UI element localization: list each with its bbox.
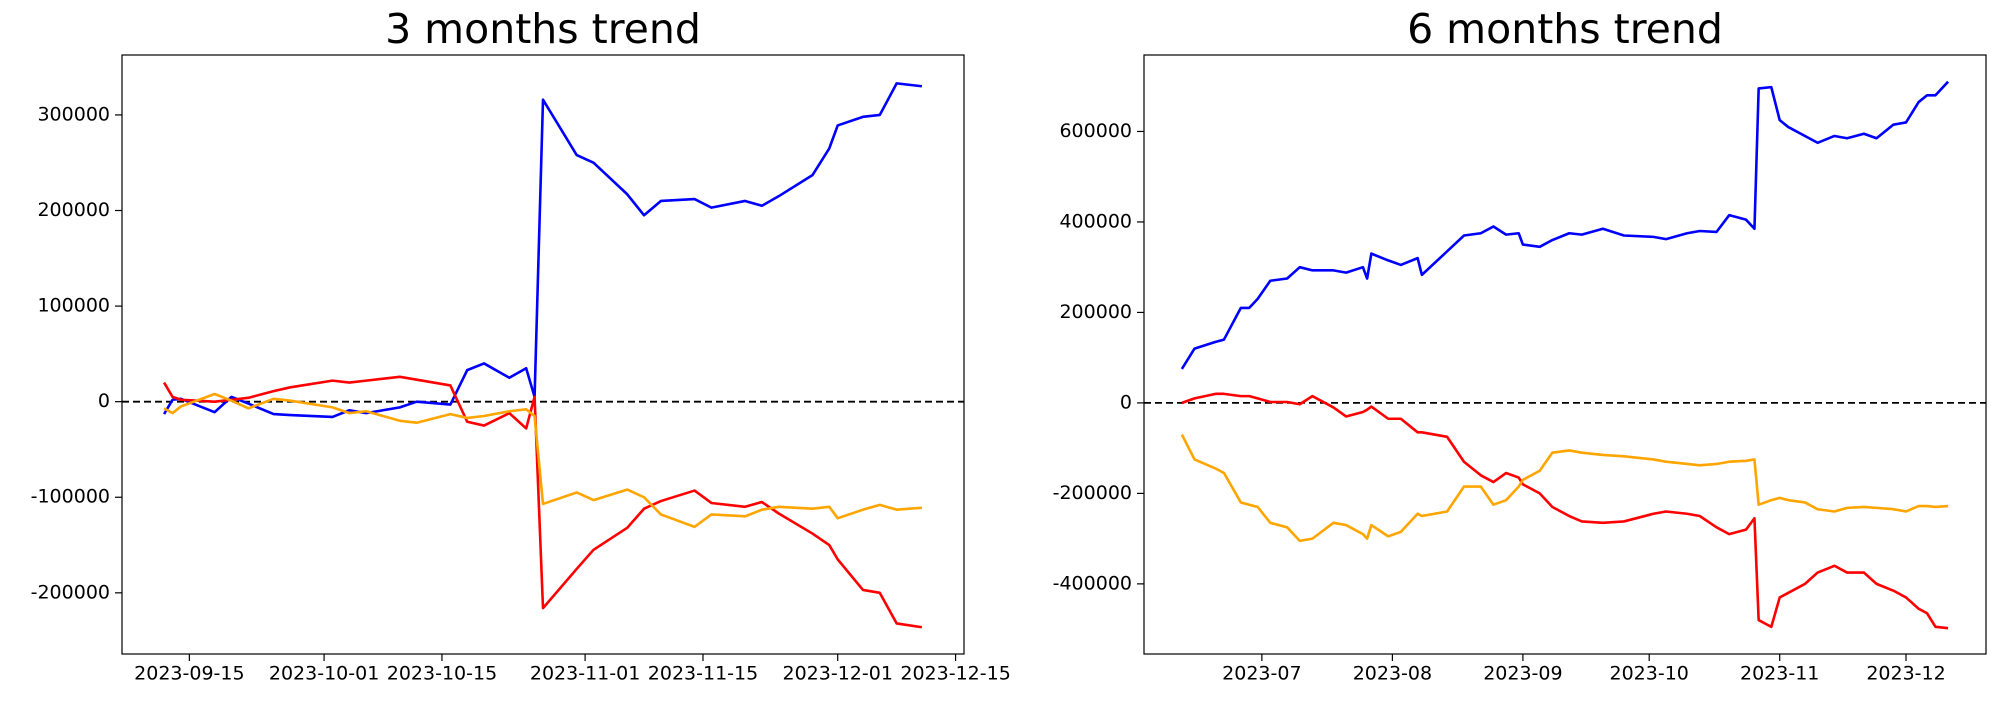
x-tick-label: 2023-12 [1866, 663, 1945, 685]
y-tick-label: 100000 [37, 295, 110, 317]
y-tick-label: 200000 [37, 199, 110, 221]
series-line [1180, 433, 1949, 543]
x-tick-label: 2023-11-01 [530, 663, 640, 685]
chart-title: 6 months trend [1407, 5, 1723, 53]
x-tick-label: 2023-12-15 [900, 663, 1010, 685]
y-tick-label: 0 [98, 390, 110, 412]
x-tick-label: 2023-08 [1353, 663, 1432, 685]
y-tick-label: -200000 [31, 581, 110, 603]
x-tick-label: 2023-11-15 [648, 663, 758, 685]
y-tick-label: 200000 [1059, 301, 1132, 323]
x-tick-label: 2023-10-01 [269, 663, 379, 685]
y-tick-label: 400000 [1059, 210, 1132, 232]
series-line [163, 392, 922, 529]
x-tick-label: 2023-11 [1740, 663, 1819, 685]
series-line [162, 82, 923, 419]
y-tick-label: 300000 [37, 103, 110, 125]
x-tick-label: 2023-10 [1610, 663, 1689, 685]
y-tick-label: -400000 [1053, 572, 1132, 594]
x-tick-label: 2023-07 [1222, 663, 1301, 685]
plot-frame [121, 54, 965, 655]
y-tick-label: -200000 [1053, 482, 1132, 504]
x-tick-label: 2023-09 [1483, 663, 1562, 685]
x-tick-label: 2023-09-15 [134, 663, 244, 685]
series-line [1180, 80, 1950, 370]
plot-frame [1143, 54, 1987, 655]
y-tick-label: 600000 [1059, 120, 1132, 142]
y-tick-label: -100000 [31, 486, 110, 508]
x-tick-label: 2023-12-01 [782, 663, 892, 685]
y-tick-label: 0 [1120, 391, 1132, 413]
chart-title: 3 months trend [385, 5, 701, 53]
series-line [1181, 392, 1949, 630]
x-tick-label: 2023-10-15 [387, 663, 497, 685]
series-line [162, 375, 923, 629]
